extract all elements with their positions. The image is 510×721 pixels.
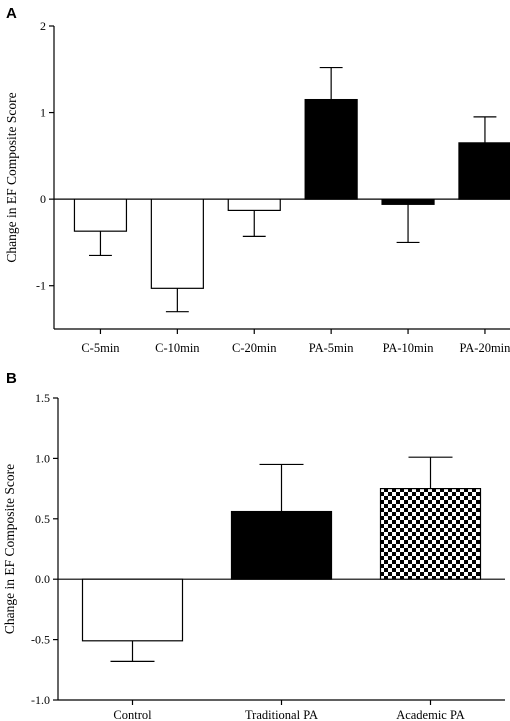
panel-a-y-axis-label: Change in EF Composite Score: [4, 92, 19, 262]
panel-a-bar: [150, 198, 204, 289]
panel-a-category-label: PA-10min: [383, 341, 435, 355]
panel-b-bar: [230, 510, 333, 580]
panel-a-bar: [73, 198, 128, 232]
panel-a-y-tick-label: 2: [40, 19, 46, 33]
panel-b-category-label: Control: [113, 708, 152, 721]
panel-a-y-tick-label: 1: [40, 106, 46, 120]
panel-a-category-label: C-5min: [81, 341, 120, 355]
panel-b-bar: [81, 578, 184, 642]
panel-b-y-tick-label: 0.0: [35, 572, 50, 586]
panel-a-category-label: PA-5min: [309, 341, 354, 355]
panel-b-category-label: Traditional PA: [245, 708, 318, 721]
panel-b-letter: B: [6, 370, 17, 387]
panel-a-bar: [381, 198, 435, 205]
panel-a-bar: [458, 142, 510, 200]
panel-b-y-tick-label: -1.0: [31, 693, 50, 707]
panel-b-bar: [379, 488, 482, 580]
panel-a-letter: A: [6, 5, 17, 22]
panel-a-y-tick-label: -1: [36, 279, 46, 293]
panel-a-bar: [304, 98, 358, 200]
panel-a-category-label: C-10min: [155, 341, 200, 355]
panel-b-y-tick-label: -0.5: [31, 633, 50, 647]
panel-b-y-axis-label: Change in EF Composite Score: [2, 464, 17, 634]
panel-a-category-label: C-20min: [232, 341, 277, 355]
panel-b-y-tick-label: 0.5: [35, 512, 50, 526]
panel-a-y-tick-label: 0: [40, 192, 46, 206]
panel-b-category-label: Academic PA: [396, 708, 465, 721]
panel-b-y-tick-label: 1.5: [35, 391, 50, 405]
panel-a-bar: [227, 198, 281, 211]
panel-a-category-label: PA-20min: [459, 341, 510, 355]
panel-b-y-tick-label: 1.0: [35, 451, 50, 465]
